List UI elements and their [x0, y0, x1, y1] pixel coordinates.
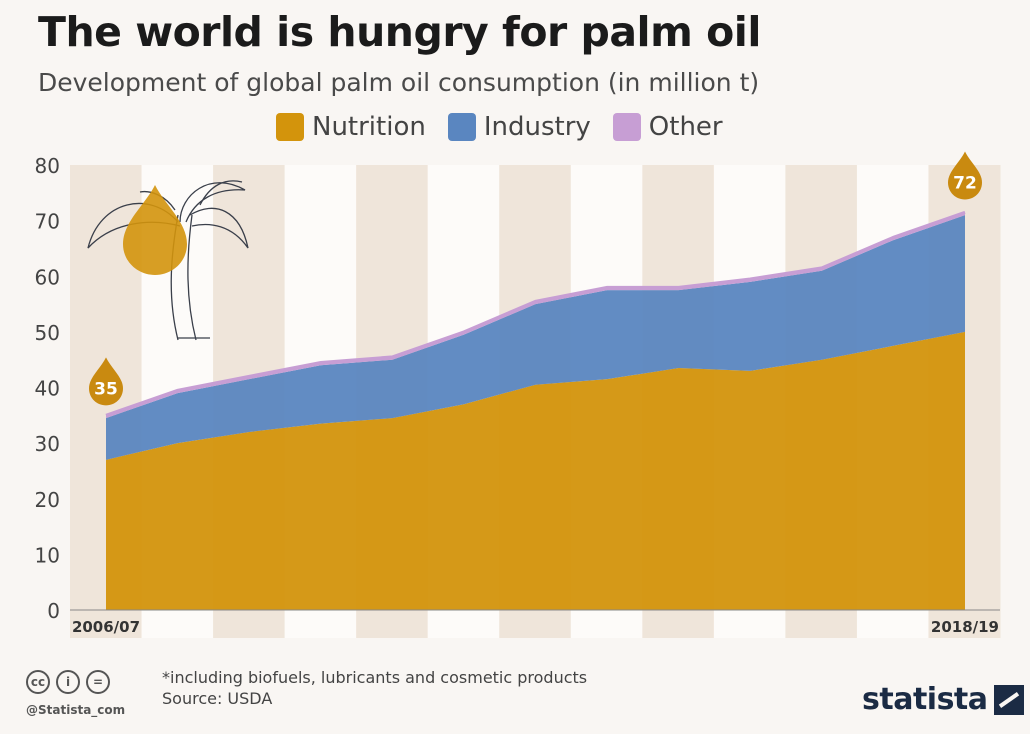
grid-band-axis [642, 610, 715, 638]
chart-title: The world is hungry for palm oil [38, 8, 761, 56]
y-tick-label: 20 [35, 488, 60, 512]
grid-band-axis [499, 610, 572, 638]
grid-band-axis [570, 610, 643, 638]
grid-band-axis [356, 610, 429, 638]
y-axis: 0 10 20 30 40 50 60 70 80 [35, 154, 60, 623]
annotation-label: 72 [953, 174, 977, 194]
grid-band-axis [213, 610, 286, 638]
legend-label-industry: Industry [483, 112, 591, 142]
social-handle[interactable]: @Statista_com [26, 703, 126, 717]
footnote: *including biofuels, lubricants and cosm… [162, 667, 587, 709]
legend-item-industry: Industry [447, 112, 591, 142]
footnote-note: *including biofuels, lubricants and cosm… [162, 668, 588, 687]
grid-band-axis [284, 610, 357, 638]
y-tick-label: 0 [47, 599, 60, 623]
y-tick-label: 50 [35, 321, 60, 345]
grid-band-axis [928, 610, 1001, 638]
no-derivatives-icon[interactable]: = [86, 670, 110, 694]
footnote-source: Source: USDA [162, 689, 273, 708]
license-icons: cc i = [26, 670, 110, 694]
grid-band-axis [785, 610, 858, 638]
annotation-drop-icon [948, 151, 982, 200]
oil-drop-icon [123, 185, 187, 275]
annotations: 35 72 [89, 151, 982, 406]
brand-name: statista [862, 682, 988, 717]
legend-label-other: Other [648, 112, 723, 142]
area-top-line [105, 210, 966, 417]
statista-mark-icon [993, 684, 1024, 715]
annotation-drop-icon [89, 357, 123, 406]
y-tick-label: 40 [35, 377, 60, 401]
x-axis: 2006/07 2018/19 [70, 609, 1000, 636]
cc-icon[interactable]: cc [26, 670, 50, 694]
series-areas [105, 210, 966, 610]
chart-subtitle: Development of global palm oil consumpti… [38, 68, 760, 97]
area-nutrition [106, 331, 965, 610]
attribution-icon[interactable]: i [56, 670, 80, 694]
legend-item-nutrition: Nutrition [276, 112, 426, 142]
legend-item-other: Other [612, 112, 723, 142]
legend-swatch-other [612, 113, 641, 141]
statista-logo[interactable]: statista [862, 682, 1024, 717]
grid-band-axis [70, 610, 143, 638]
legend: Nutrition Industry Other [276, 112, 723, 142]
grid-band-axis [141, 610, 214, 638]
area-industry [106, 215, 965, 460]
y-tick-label: 60 [35, 265, 60, 289]
y-tick-label: 80 [35, 154, 60, 178]
legend-label-nutrition: Nutrition [312, 112, 426, 142]
grid-band-axis [427, 610, 500, 638]
legend-swatch-nutrition [276, 113, 304, 141]
legend-swatch-industry [447, 113, 476, 141]
grid-band-axis [856, 610, 929, 638]
y-tick-label: 70 [35, 210, 60, 234]
x-tick-label: 2018/19 [931, 618, 999, 636]
x-tick-label: 2006/07 [72, 618, 140, 636]
y-tick-label: 10 [35, 543, 60, 567]
annotation-label: 35 [94, 379, 118, 399]
area-chart: 0 10 20 30 40 50 60 70 80 2006/07 2018/19 35 72 [35, 151, 1001, 638]
y-tick-label: 30 [35, 432, 60, 456]
grid-band-axis [713, 610, 786, 638]
